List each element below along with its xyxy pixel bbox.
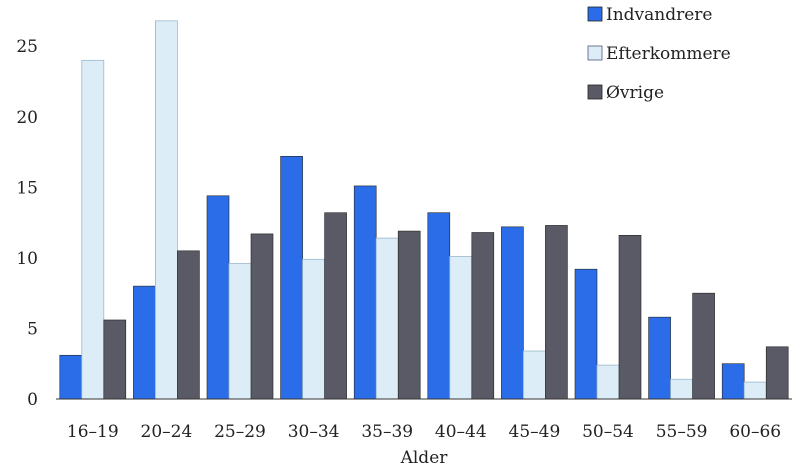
- y-tick-label: 20: [16, 108, 38, 128]
- x-tick-label: 20–24: [141, 422, 193, 442]
- bar: [574, 268, 598, 400]
- bar: [324, 212, 347, 400]
- bar: [449, 256, 473, 400]
- bar: [280, 155, 303, 400]
- bar: [250, 233, 274, 400]
- bar: [743, 381, 767, 400]
- y-tick-label: 15: [16, 178, 38, 198]
- bar: [81, 59, 105, 400]
- bar: [302, 258, 326, 400]
- x-tick-label: 30–34: [288, 422, 340, 442]
- bar: [596, 364, 620, 400]
- y-tick-label: 0: [27, 390, 38, 410]
- x-tick-label: 60–66: [729, 422, 781, 442]
- bar: [692, 292, 715, 400]
- bar: [397, 230, 421, 400]
- bar: [618, 235, 642, 400]
- bar: [523, 350, 546, 400]
- x-tick-label: 55–59: [656, 422, 708, 442]
- bar: [375, 237, 399, 400]
- legend: Indvandrere Efterkommere Øvrige: [587, 5, 731, 103]
- y-tick-label: 5: [27, 319, 38, 339]
- x-tick-label: 45–49: [509, 422, 561, 442]
- bar: [154, 20, 178, 400]
- legend-swatch: [587, 84, 603, 100]
- y-tick-label: 10: [16, 249, 38, 269]
- x-tick-label: 16–19: [67, 422, 119, 442]
- bar: [501, 226, 524, 400]
- bar: [353, 185, 377, 400]
- bar: [471, 232, 495, 400]
- y-axis-ticks: 0 5 10 15 20 25: [16, 37, 38, 410]
- x-tick-label: 25–29: [214, 422, 266, 442]
- x-tick-label: 40–44: [435, 422, 487, 442]
- bar: [228, 263, 252, 400]
- legend-swatch: [587, 45, 603, 61]
- bar: [545, 225, 568, 400]
- x-axis-ticks: 16–19 20–24 25–29 30–34 35–39 40–44 45–49 50–54…: [67, 422, 781, 442]
- bar: [670, 378, 693, 400]
- legend-label: Efterkommere: [606, 44, 731, 64]
- legend-label: Øvrige: [606, 83, 664, 103]
- legend-label: Indvandrere: [606, 5, 713, 25]
- y-tick-label: 25: [16, 37, 38, 57]
- bar: [721, 363, 745, 400]
- bars: [59, 20, 789, 400]
- bar: [177, 250, 200, 400]
- bar: [648, 316, 671, 400]
- bar: [765, 346, 789, 400]
- x-axis-label: Alder: [400, 448, 449, 468]
- legend-swatch: [587, 6, 603, 22]
- bar: [103, 319, 127, 400]
- x-tick-label: 50–54: [582, 422, 634, 442]
- bar: [427, 212, 451, 400]
- bar: [133, 285, 156, 400]
- bar: [206, 195, 230, 400]
- x-tick-label: 35–39: [361, 422, 413, 442]
- bar: [59, 354, 83, 400]
